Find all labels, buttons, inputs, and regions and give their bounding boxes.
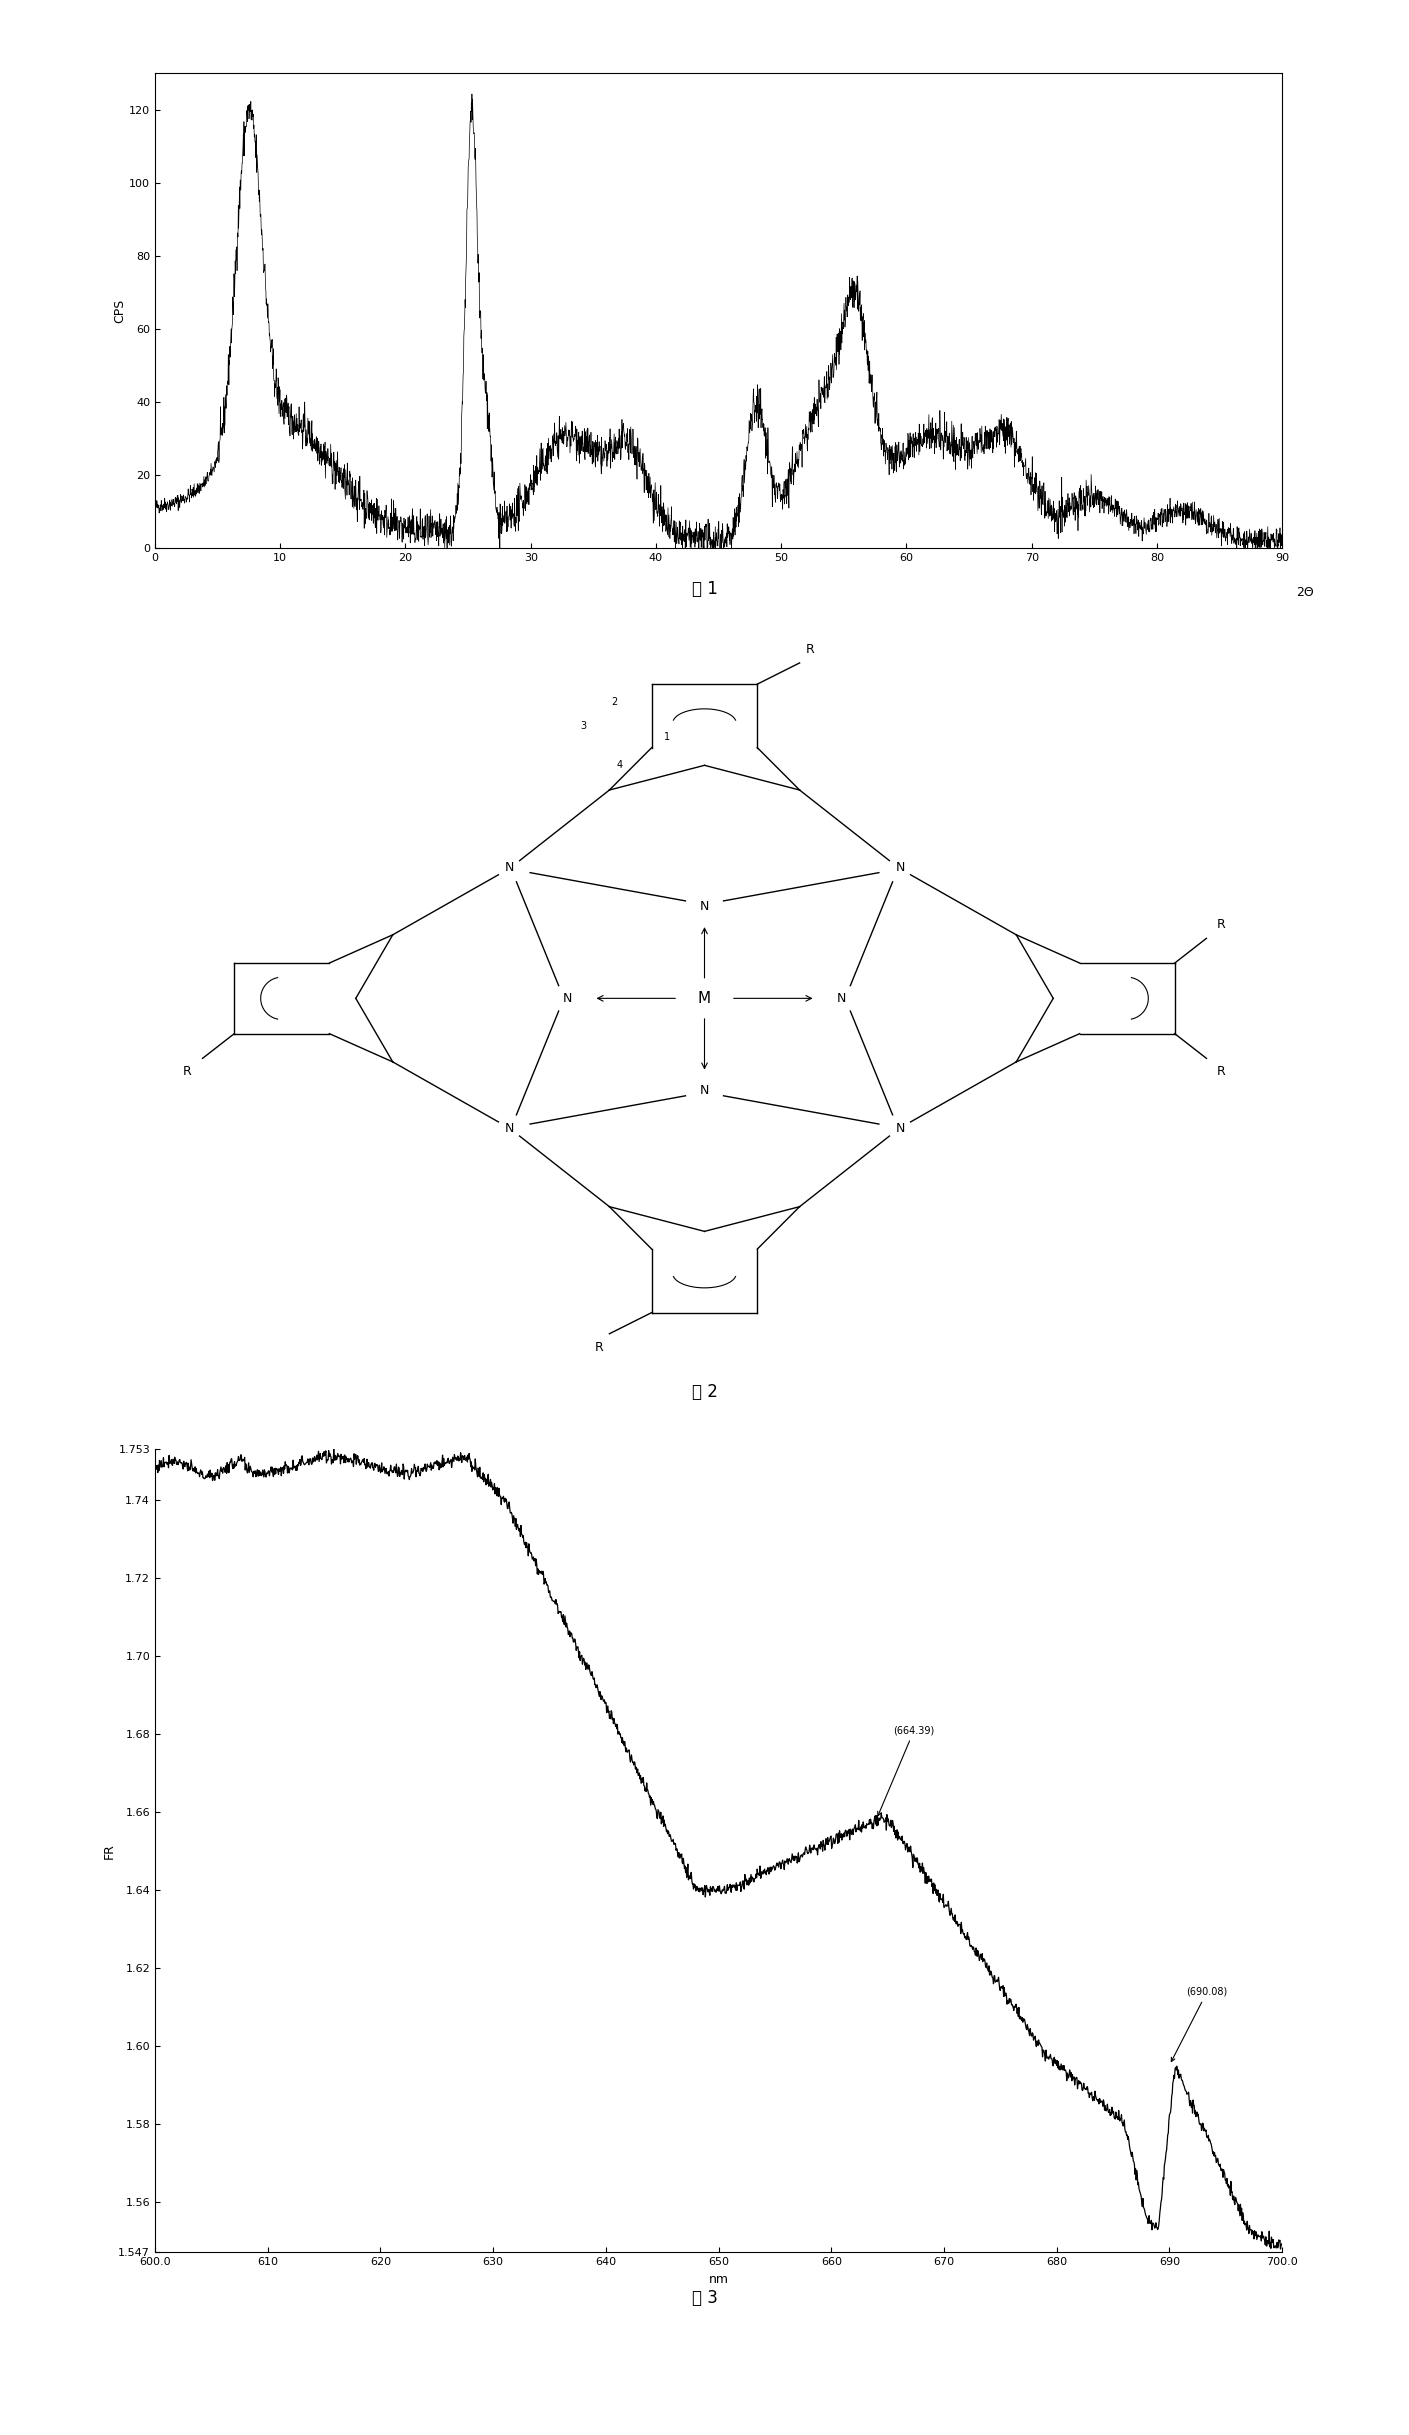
Text: 4: 4 [617, 760, 623, 769]
Text: N: N [837, 991, 847, 1006]
Text: N: N [700, 1084, 709, 1096]
Text: (664.39): (664.39) [878, 1726, 934, 1817]
Text: N: N [504, 862, 514, 874]
Text: R: R [183, 1067, 192, 1079]
Text: 2: 2 [612, 696, 617, 706]
Text: N: N [895, 862, 905, 874]
Y-axis label: FR: FR [103, 1843, 116, 1858]
Text: 1: 1 [665, 733, 671, 743]
Text: R: R [1217, 918, 1226, 930]
Text: M: M [697, 991, 712, 1006]
Text: R: R [595, 1342, 603, 1354]
X-axis label: 2Θ: 2Θ [1296, 587, 1313, 599]
Text: (690.08): (690.08) [1171, 1987, 1227, 2062]
Text: R: R [1217, 1067, 1226, 1079]
Text: R: R [806, 643, 814, 655]
Text: N: N [700, 901, 709, 913]
X-axis label: nm: nm [709, 2272, 728, 2286]
Text: N: N [562, 991, 572, 1006]
Y-axis label: CPS: CPS [113, 300, 127, 321]
Text: 图 1: 图 1 [692, 580, 717, 597]
Text: N: N [504, 1123, 514, 1135]
Text: 图 3: 图 3 [692, 2289, 717, 2306]
Text: 图 2: 图 2 [692, 1383, 717, 1400]
Text: 3: 3 [581, 721, 586, 730]
Text: N: N [895, 1123, 905, 1135]
